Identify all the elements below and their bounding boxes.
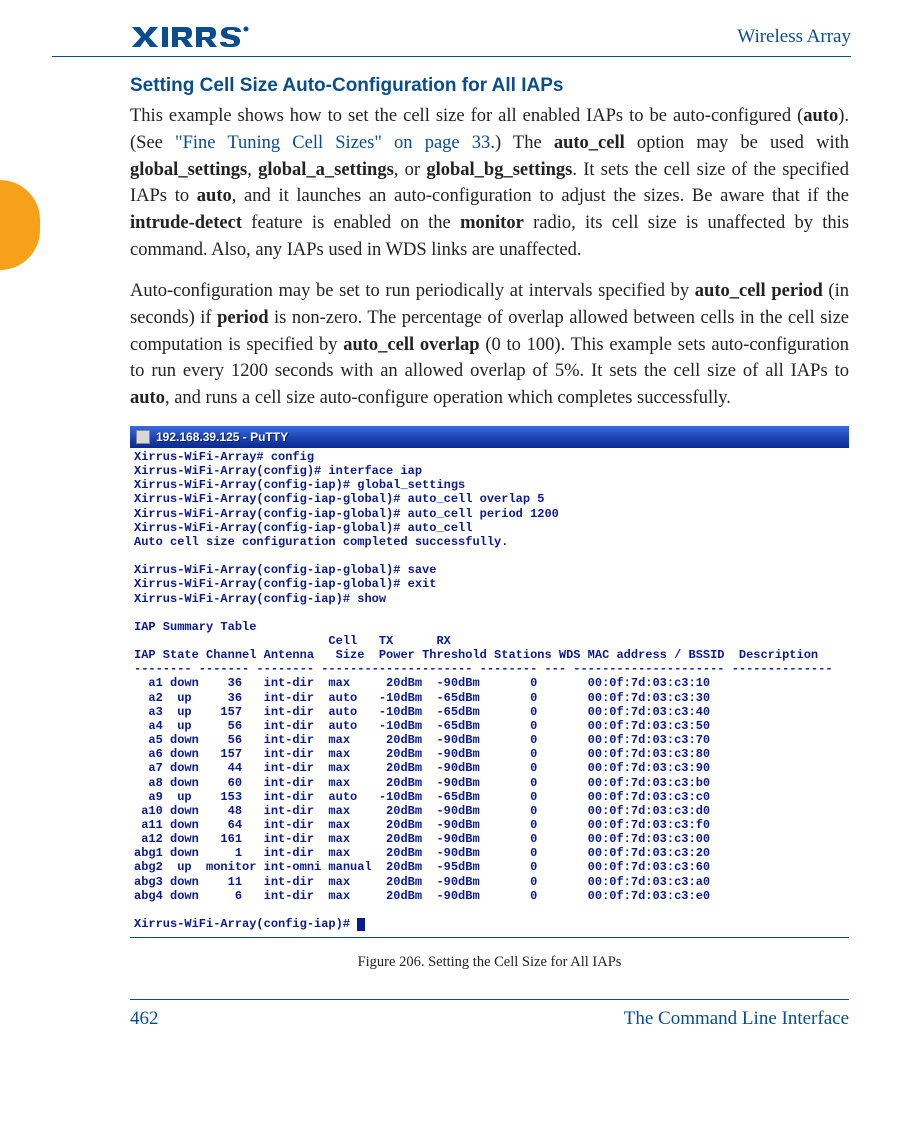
- p1-global-bg: global_bg_settings: [426, 160, 572, 180]
- terminal-screenshot: 192.168.39.125 - PuTTY Xirrus-WiFi-Array…: [130, 426, 849, 938]
- section-heading: Setting Cell Size Auto-Configuration for…: [130, 75, 849, 97]
- p1-auto2: auto: [197, 186, 232, 206]
- page-header: Wireless Array: [52, 24, 851, 57]
- p2-overlap: auto_cell overlap: [343, 335, 479, 355]
- p1-monitor: monitor: [460, 213, 524, 233]
- p1-global: global_settings: [130, 160, 247, 180]
- p1-auto: auto: [803, 106, 838, 126]
- p2-auto: auto: [130, 388, 165, 408]
- doc-title: Wireless Array: [737, 26, 851, 48]
- terminal-body: Xirrus-WiFi-Array# config Xirrus-WiFi-Ar…: [130, 448, 849, 937]
- p2-period: period: [217, 308, 268, 328]
- p1-h: , and it launches an auto-configuration …: [232, 186, 849, 206]
- figure-caption: Figure 206. Setting the Cell Size for Al…: [130, 954, 849, 971]
- paragraph-2: Auto-configuration may be set to run per…: [130, 278, 849, 412]
- p1-autocell: auto_cell: [554, 133, 625, 153]
- brand-logo: [130, 24, 280, 50]
- footer-title: The Command Line Interface: [624, 1008, 849, 1030]
- window-title: 192.168.39.125 - PuTTY: [156, 430, 288, 444]
- main-content: Setting Cell Size Auto-Configuration for…: [130, 75, 849, 1030]
- p1-e: ,: [247, 160, 258, 180]
- p1-a: This example shows how to set the cell s…: [130, 106, 803, 126]
- paragraph-1: This example shows how to set the cell s…: [130, 103, 849, 264]
- p1-f: , or: [394, 160, 427, 180]
- p1-global-a: global_a_settings: [258, 160, 394, 180]
- p1-c: .) The: [490, 133, 554, 153]
- link-fine-tuning[interactable]: "Fine Tuning Cell Sizes" on page 33: [175, 133, 490, 153]
- p2-e: , and runs a cell size auto-configure op…: [165, 388, 731, 408]
- window-titlebar: 192.168.39.125 - PuTTY: [130, 426, 849, 448]
- p1-d: option may be used with: [625, 133, 849, 153]
- page-number: 462: [130, 1008, 159, 1030]
- p1-intrude: intrude-detect: [130, 213, 242, 233]
- side-tab: [0, 180, 40, 270]
- p2-a: Auto-configuration may be set to run per…: [130, 281, 695, 301]
- p2-periodfull: auto_cell period: [695, 281, 823, 301]
- page-footer: 462 The Command Line Interface: [130, 999, 849, 1030]
- p1-i: feature is enabled on the: [242, 213, 460, 233]
- putty-icon: [136, 430, 150, 444]
